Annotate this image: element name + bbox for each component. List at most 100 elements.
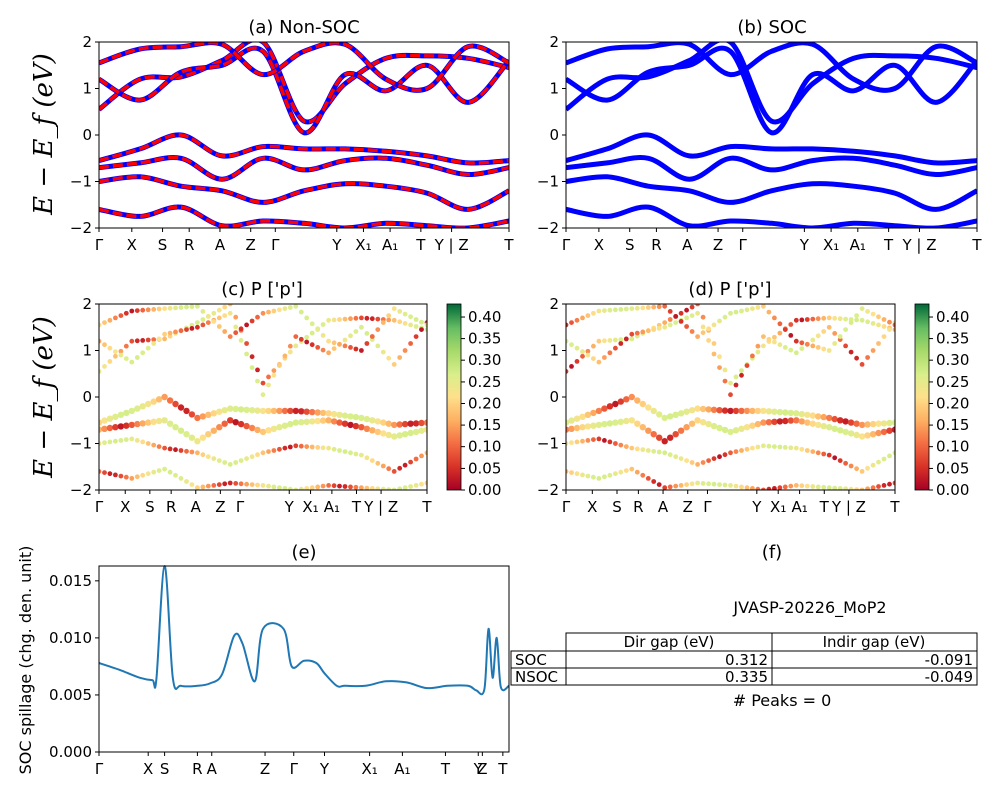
y-tick-label: −1 <box>537 173 559 191</box>
projection-point <box>326 317 331 323</box>
projection-point <box>129 308 135 314</box>
projection-point <box>391 487 397 490</box>
y-tick-label: −1 <box>70 435 92 453</box>
projection-point <box>858 421 866 429</box>
panel-c-colorbar <box>446 303 462 491</box>
projection-point <box>733 483 739 489</box>
projection-point <box>358 424 365 431</box>
projection-point <box>585 438 591 443</box>
band-line-red <box>99 42 509 124</box>
projection-point <box>259 407 267 415</box>
projection-point <box>337 483 342 489</box>
projection-point <box>134 474 140 480</box>
projection-point <box>640 305 646 311</box>
projection-point <box>875 420 882 427</box>
projection-point <box>793 350 799 356</box>
projection-point <box>843 486 848 490</box>
band-lines <box>566 42 977 228</box>
projection-point <box>881 483 887 488</box>
projection-point <box>777 330 783 336</box>
y-tick-label: 0 <box>549 126 559 144</box>
projection-point <box>298 419 305 426</box>
projection-point <box>304 444 310 449</box>
projection-point <box>864 432 871 439</box>
projection-point <box>369 316 375 322</box>
projection-point <box>348 450 353 456</box>
projection-point <box>732 427 740 434</box>
projection-point <box>831 415 838 423</box>
projection-point <box>728 380 733 386</box>
projection-point <box>584 411 592 418</box>
projection-point <box>402 485 408 490</box>
projection-point <box>99 469 102 474</box>
x-tick-label: T <box>421 498 432 516</box>
projection-point <box>233 324 239 330</box>
projection-point <box>281 422 289 429</box>
projection-point <box>238 458 244 463</box>
projection-point <box>227 405 234 412</box>
projection-point <box>134 420 141 428</box>
projection-point <box>145 419 152 426</box>
projection-point <box>596 359 602 365</box>
projection-point <box>151 442 157 448</box>
projection-point <box>391 306 397 311</box>
projection-point <box>331 446 337 452</box>
projection-point <box>859 487 865 490</box>
projection-point <box>809 412 816 419</box>
projection-point <box>189 304 195 310</box>
projection-point <box>243 406 250 413</box>
projection-point <box>364 315 370 321</box>
projection-point <box>162 466 168 472</box>
x-tick-label: S <box>612 498 622 516</box>
projection-point <box>205 454 211 460</box>
projection-point <box>309 330 315 336</box>
projection-point <box>233 314 239 320</box>
projection-point <box>787 409 794 417</box>
projection-point <box>271 308 277 314</box>
projection-point <box>342 343 348 349</box>
projection-point <box>574 317 580 323</box>
projection-point <box>689 313 695 318</box>
projection-point <box>634 469 640 475</box>
projection-point <box>396 421 403 428</box>
projection-point <box>739 368 744 373</box>
projection-point <box>848 463 854 469</box>
projection-point <box>195 304 200 309</box>
projection-point <box>418 427 425 434</box>
x-tick-label: Z <box>477 760 487 778</box>
x-tick-label: X <box>587 498 597 516</box>
projection-point <box>314 409 321 416</box>
x-tick-label: Y <box>284 498 295 516</box>
projection-point <box>688 420 696 427</box>
projection-point <box>837 427 844 434</box>
projection-point <box>832 315 838 321</box>
projection-point <box>386 487 392 490</box>
projection-point <box>673 314 679 319</box>
axes-frame <box>98 565 510 753</box>
projection-point <box>869 420 877 428</box>
projection-point <box>391 421 398 429</box>
projection-point <box>721 407 729 414</box>
projection-point <box>821 315 827 321</box>
projection-point <box>837 334 843 339</box>
projection-point <box>412 428 420 436</box>
projection-point <box>755 343 761 349</box>
x-tick-label: Γ <box>562 498 571 516</box>
projection-point <box>689 304 695 310</box>
projection-point <box>623 468 629 473</box>
projection-point <box>865 465 870 471</box>
projection-points <box>99 304 427 490</box>
projection-point <box>309 321 315 327</box>
projection-point <box>374 428 381 436</box>
projection-point <box>260 380 266 386</box>
x-tick-label: R <box>184 236 194 254</box>
row-label-nsoc: NSOC <box>515 668 558 686</box>
projection-point <box>580 315 585 321</box>
projection-point <box>200 484 206 490</box>
projection-point <box>656 304 662 310</box>
projection-point <box>407 420 414 427</box>
projection-point <box>788 445 794 451</box>
projection-point <box>722 482 728 488</box>
projection-point <box>793 483 799 488</box>
